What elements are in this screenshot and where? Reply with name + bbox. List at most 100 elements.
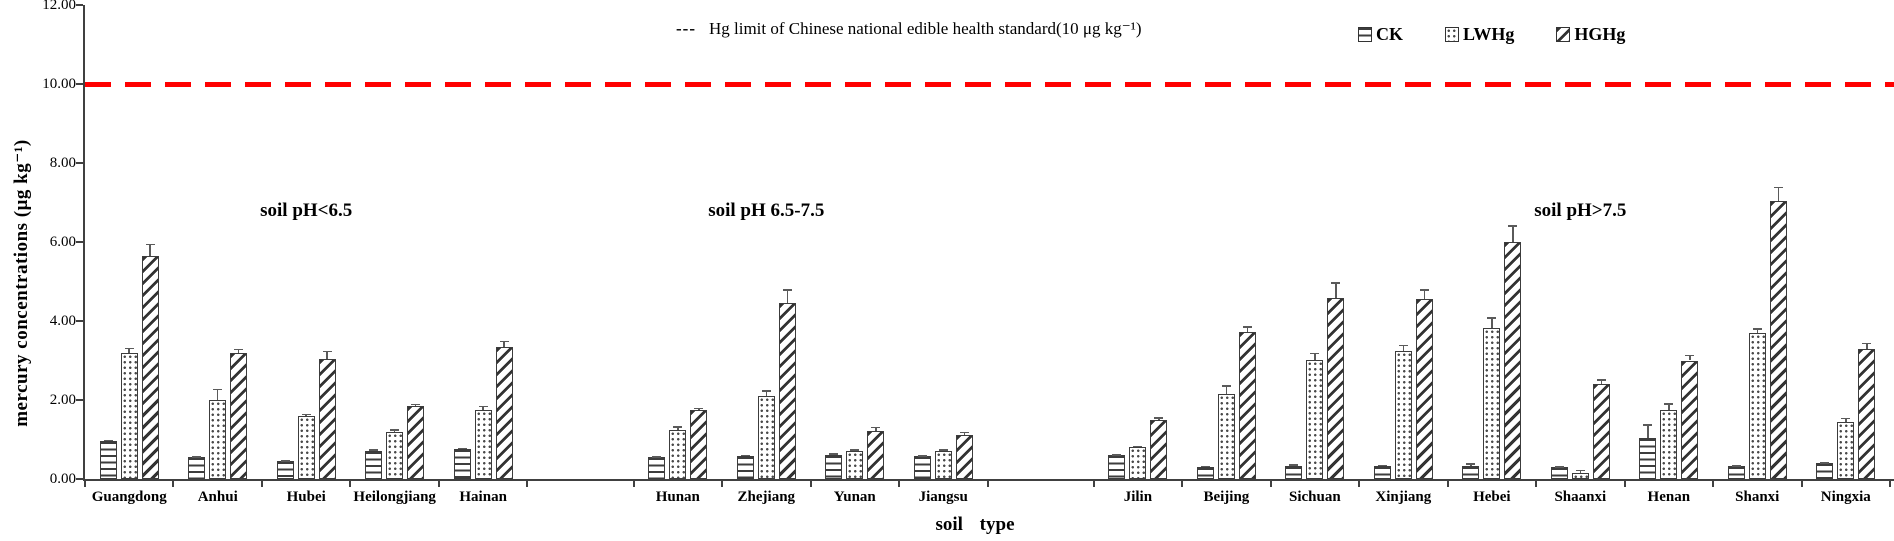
error-bar-cap: [1487, 317, 1497, 319]
x-category-label: Henan: [1647, 489, 1691, 505]
x-tick: [260, 479, 263, 487]
error-bar-cap: [1398, 344, 1408, 347]
error-bar-stem: [1866, 342, 1868, 349]
error-bar-cap: [850, 449, 860, 451]
bar-lwhg: [1306, 359, 1324, 479]
y-tick-label: 12.00: [42, 0, 76, 13]
bar-ck: [188, 457, 206, 479]
error-bar-cap: [234, 348, 244, 351]
dots-swatch-icon: [1445, 27, 1459, 42]
bar-ck: [825, 454, 843, 479]
bar-ck: [453, 449, 471, 479]
x-axis-line: [83, 479, 1894, 481]
x-tick: [172, 479, 175, 487]
y-tick-label: 10.00: [42, 76, 76, 92]
y-tick-label: 4.00: [49, 313, 76, 329]
bar-hghg: [867, 430, 885, 479]
bar-ck: [1285, 465, 1303, 479]
error-bar-cap: [959, 431, 969, 434]
error-bar-stem: [1668, 403, 1670, 410]
error-bar-stem: [503, 340, 505, 347]
bar-hghg: [778, 303, 796, 479]
error-bar-stem: [482, 405, 484, 410]
error-bar-cap: [740, 454, 750, 457]
error-bar-cap: [124, 347, 134, 350]
x-tick: [1092, 479, 1095, 487]
error-bar-cap: [1331, 282, 1341, 284]
error-bar-cap: [145, 243, 155, 246]
bar-lwhg: [669, 429, 687, 479]
error-bar-cap: [1112, 454, 1122, 456]
error-bar-stem: [1225, 385, 1228, 395]
y-tick: [76, 399, 83, 401]
bar-ck: [1639, 437, 1657, 479]
bar-lwhg: [1217, 394, 1235, 479]
error-bar-cap: [411, 403, 421, 406]
error-bar-cap: [322, 350, 332, 353]
bar-ck: [365, 451, 383, 479]
bar-lwhg: [1394, 350, 1412, 479]
bar-lwhg: [1748, 332, 1766, 479]
bar-hghg: [1858, 348, 1876, 479]
error-bar-stem: [1314, 352, 1316, 360]
ph-group-label: soil pH 6.5-7.5: [708, 200, 825, 222]
error-bar-stem: [1777, 186, 1780, 201]
bar-hghg: [495, 346, 513, 479]
x-category-label: Xinjiang: [1375, 489, 1432, 505]
error-bar-cap: [1154, 417, 1164, 419]
error-bar-cap: [369, 449, 379, 451]
error-bar-cap: [1752, 328, 1762, 330]
error-bar-cap: [280, 460, 290, 462]
bar-lwhg: [757, 396, 775, 479]
bar-hghg: [955, 434, 973, 479]
bar-hghg: [1150, 419, 1168, 479]
x-tick: [986, 479, 989, 487]
x-category-label: Yunan: [833, 489, 876, 505]
x-tick: [349, 479, 352, 487]
error-bar-stem: [1756, 328, 1759, 333]
bar-lwhg: [1483, 328, 1501, 479]
error-bar-cap: [1664, 403, 1674, 405]
bar-hghg: [230, 352, 248, 479]
y-tick: [76, 83, 83, 85]
error-bar-cap: [782, 289, 792, 291]
error-bar-cap: [652, 456, 662, 458]
error-bar-cap: [499, 340, 509, 343]
error-bar-cap: [1554, 466, 1564, 468]
y-tick-label: 6.00: [49, 234, 76, 250]
bar-lwhg: [386, 431, 404, 479]
error-bar-cap: [1133, 445, 1143, 448]
error-bar-cap: [1596, 379, 1606, 381]
error-bar-stem: [1246, 326, 1249, 333]
error-bar-cap: [1221, 385, 1231, 387]
error-bar-cap: [1289, 464, 1299, 466]
bar-ck: [1196, 467, 1214, 479]
x-tick: [1358, 479, 1361, 487]
bar-ck: [736, 456, 754, 479]
bar-hghg: [141, 255, 159, 479]
x-category-label: Heilongjiang: [353, 489, 436, 505]
x-tick: [721, 479, 724, 487]
dashed-line-symbol: ---: [676, 19, 696, 38]
error-bar-stem: [677, 426, 679, 430]
bar-hghg: [1681, 360, 1699, 479]
bar-hghg: [318, 358, 336, 479]
error-bar-cap: [1242, 326, 1252, 328]
error-bar-cap: [1575, 469, 1585, 472]
error-bar-stem: [128, 347, 130, 353]
error-bar-cap: [213, 388, 223, 391]
y-tick-label: 8.00: [49, 155, 76, 171]
y-tick: [76, 162, 83, 164]
bar-hghg: [407, 405, 425, 479]
x-category-label: Hubei: [286, 489, 326, 505]
limit-annotation: --- Hg limit of Chinese national edible …: [676, 19, 1142, 39]
x-category-label: Hebei: [1473, 489, 1511, 505]
error-bar-stem: [1335, 282, 1337, 299]
ph-group-label: soil pH>7.5: [1534, 200, 1627, 222]
bar-hghg: [1769, 200, 1787, 479]
x-tick: [1889, 479, 1891, 487]
error-bar-stem: [237, 348, 240, 353]
error-bar-cap: [1862, 342, 1872, 345]
